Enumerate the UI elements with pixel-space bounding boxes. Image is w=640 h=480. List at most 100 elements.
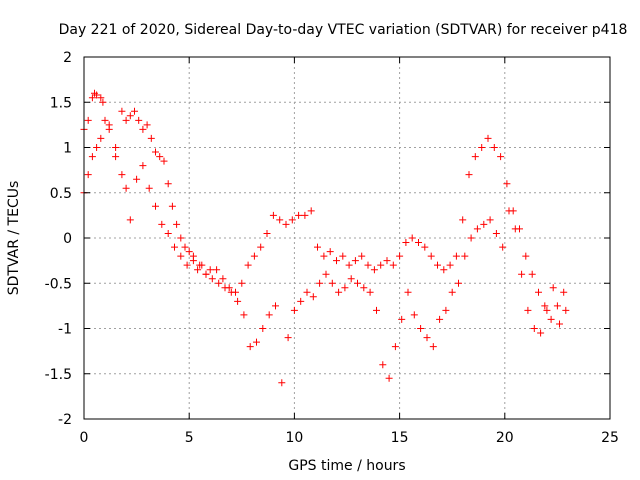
data-point — [250, 252, 258, 260]
data-point — [303, 288, 311, 296]
data-point — [257, 243, 265, 251]
data-point — [503, 180, 511, 188]
y-axis-title: SDTVAR / TECUs — [6, 181, 22, 296]
data-point — [278, 379, 286, 387]
grid — [84, 57, 610, 419]
data-point — [145, 184, 153, 192]
data-point — [553, 302, 561, 310]
data-point — [97, 94, 105, 102]
data-point — [206, 266, 214, 274]
data-point — [126, 216, 134, 224]
data-point — [351, 257, 359, 265]
data-point — [276, 216, 284, 224]
data-point — [177, 234, 185, 242]
data-point — [158, 220, 166, 228]
data-point — [320, 252, 328, 260]
data-point — [177, 252, 185, 260]
data-point — [347, 275, 355, 283]
y-tick-label: -0.5 — [45, 276, 72, 292]
data-point — [364, 261, 372, 269]
data-point — [499, 243, 507, 251]
data-point — [389, 261, 397, 269]
data-point — [354, 279, 361, 287]
data-point — [284, 334, 292, 342]
data-point — [379, 361, 387, 369]
data-point — [118, 107, 126, 115]
data-point — [377, 261, 385, 269]
data-point — [139, 125, 147, 133]
data-point — [528, 270, 536, 278]
data-point — [547, 315, 555, 323]
data-point — [522, 252, 530, 260]
data-point — [88, 153, 96, 161]
data-point — [535, 288, 542, 296]
data-point — [484, 134, 492, 142]
data-point — [417, 325, 425, 332]
data-point — [358, 252, 366, 260]
x-tick-label: 10 — [285, 430, 303, 446]
data-point — [505, 207, 513, 215]
data-point — [227, 288, 235, 296]
data-point — [122, 184, 130, 192]
data-point — [126, 112, 134, 120]
data-point — [556, 320, 563, 328]
data-point — [473, 225, 481, 233]
data-point — [480, 220, 488, 228]
data-point — [314, 243, 321, 251]
data-point — [189, 257, 197, 265]
data-point — [478, 144, 486, 151]
data-point — [537, 329, 545, 337]
data-point — [213, 266, 221, 274]
data-point — [467, 234, 475, 242]
data-point — [486, 216, 494, 224]
data-point — [215, 279, 223, 287]
plot-frame — [83, 56, 611, 420]
data-point — [560, 288, 568, 296]
data-point — [221, 284, 229, 292]
data-point — [436, 315, 444, 323]
data-point — [490, 144, 498, 151]
data-point — [404, 288, 412, 296]
data-point — [326, 248, 334, 256]
data-point — [370, 266, 378, 274]
data-point — [530, 325, 538, 332]
data-point — [181, 243, 189, 251]
data-point — [101, 116, 109, 124]
data-point — [139, 162, 147, 170]
x-tick-label: 25 — [601, 430, 619, 446]
data-point — [131, 107, 138, 115]
data-point — [194, 266, 202, 274]
data-point — [244, 261, 252, 269]
data-point — [492, 230, 500, 237]
data-point — [290, 306, 298, 314]
data-point — [429, 343, 437, 351]
data-point — [118, 171, 126, 179]
data-point — [185, 248, 193, 256]
data-point — [160, 157, 168, 165]
y-tick-label: 0 — [63, 231, 72, 247]
data-point — [452, 252, 460, 260]
data-point — [288, 216, 296, 224]
y-tick-label: 0.5 — [50, 186, 72, 202]
y-tick-label: -1.5 — [45, 367, 72, 383]
data-point — [219, 275, 227, 283]
data-point — [301, 211, 309, 219]
y-tick-label: -2 — [58, 412, 72, 428]
data-point — [164, 230, 172, 237]
data-point — [410, 311, 418, 319]
data-point — [459, 216, 467, 224]
data-point — [471, 153, 479, 161]
data-point — [562, 306, 570, 314]
data-point — [549, 284, 557, 292]
data-points — [80, 89, 570, 387]
data-point — [238, 279, 246, 287]
data-point — [253, 338, 260, 346]
data-point — [391, 343, 399, 351]
data-point — [360, 284, 368, 292]
x-tick-labels: 0 5 10 15 20 25 — [80, 430, 619, 446]
data-point — [366, 288, 374, 296]
data-point — [259, 325, 267, 332]
data-point — [93, 91, 101, 99]
data-point — [152, 202, 159, 210]
x-tick-label: 0 — [80, 430, 89, 446]
